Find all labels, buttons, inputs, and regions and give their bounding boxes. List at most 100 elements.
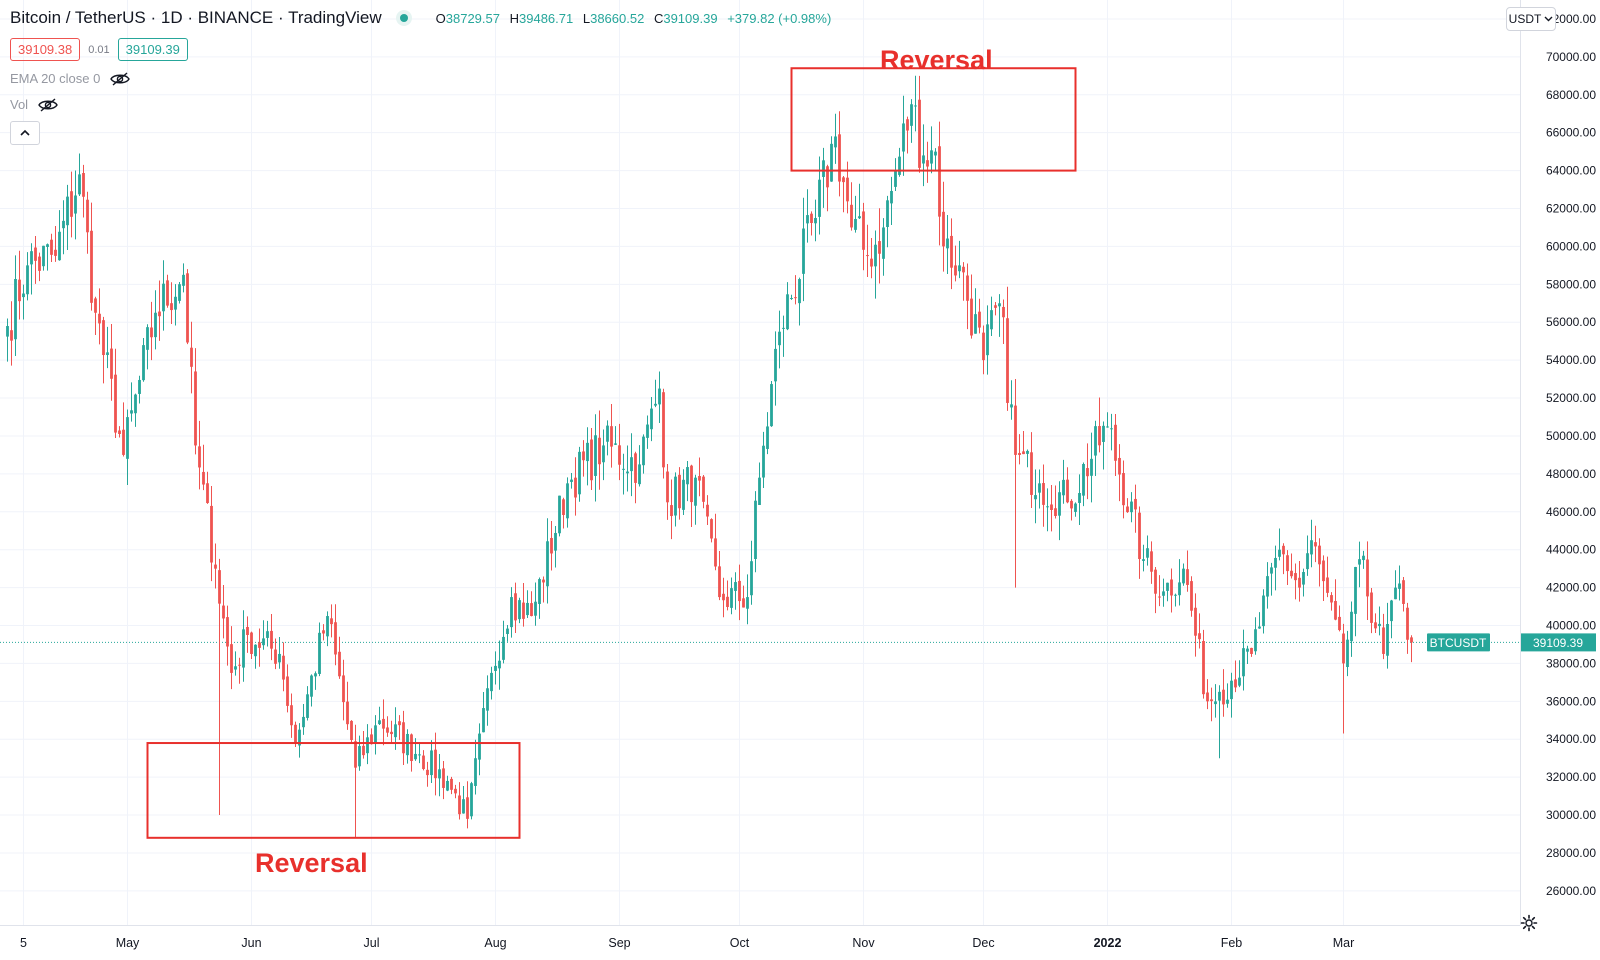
candle [930,126,933,174]
candle [166,274,169,308]
volume-indicator[interactable]: Vol [10,97,58,112]
candle [858,183,861,219]
candle [1282,543,1285,575]
candle [182,263,185,293]
candle-body [150,327,153,338]
candle [478,723,481,776]
candle-body [938,146,941,217]
candle-body [594,435,597,476]
candle [150,301,153,361]
candle [1114,414,1117,476]
candle [158,280,161,341]
candle-body [1302,572,1305,585]
candle [1090,432,1093,503]
high-value: 39486.71 [519,10,574,26]
candle-body [182,274,185,286]
candle-body [1326,577,1329,593]
candle-body [714,538,717,567]
candle-body [922,155,925,164]
candle [682,469,685,516]
candle [170,282,173,324]
candle [1210,687,1213,722]
candle [518,597,521,624]
candle-body [342,675,345,703]
candle-body [610,426,613,447]
candle [1342,623,1345,734]
candle [1250,647,1253,657]
candle [190,321,193,394]
price-chart[interactable]: BTCUSDT [0,0,1520,925]
candle [1394,570,1397,600]
candle-body [502,636,505,660]
candle [810,211,813,236]
candle [98,288,101,345]
candle-body [1186,569,1189,585]
candle-body [1362,555,1365,561]
spread-value: 0.01 [88,43,110,56]
buy-button[interactable]: 39109.39 [117,38,188,61]
candle-body [578,451,581,495]
candle-body [250,632,253,654]
candle [610,404,613,468]
candle [1358,541,1361,588]
candle-body [550,537,553,554]
time-axis[interactable]: 5 May Jun Jul Aug Sep Oct Nov Dec 2022 Feb Mar [0,925,1520,960]
time-tick-label: Jun [241,936,261,950]
candle [26,252,29,301]
candle [1182,563,1185,586]
candle [658,371,661,424]
candle-body [750,561,753,596]
candle [1014,378,1017,588]
chart-settings-button[interactable] [1518,912,1540,934]
collapse-legend-button[interactable] [10,121,40,145]
candle [1046,488,1049,532]
eye-off-icon[interactable] [38,97,58,112]
candle-body [554,532,557,551]
candle-body [1262,595,1265,627]
candle [990,296,993,336]
candle-body [206,483,209,504]
currency-select[interactable]: USDT [1506,7,1556,31]
candle [1390,599,1393,639]
candle [654,379,657,408]
high-key: H [509,10,519,26]
candle [1374,613,1377,633]
candle-body [162,283,165,312]
candle [458,782,461,820]
candle-body [774,348,777,382]
sell-button[interactable]: 39109.38 [10,38,81,61]
candle [1206,679,1209,710]
candle [978,298,981,334]
candle [886,195,889,248]
candle [490,666,493,700]
candle [402,710,405,766]
candle [126,409,129,485]
symbol-title[interactable]: Bitcoin / TetherUS · 1D · BINANCE · Trad… [10,8,382,27]
candle-body [254,644,257,657]
candle [558,495,561,537]
candle-body [346,701,349,725]
eye-off-icon[interactable] [110,71,131,86]
candle [998,294,1001,337]
candle-body [390,731,393,735]
candle-body [1194,607,1197,636]
candle [1054,485,1057,519]
candle-body [598,437,601,465]
time-tick-label: May [116,936,140,950]
candle-body [470,783,473,817]
price-tick-label: 50000.00 [1546,429,1596,443]
candle [130,382,133,422]
candle-body [1166,582,1169,591]
candle [1062,459,1065,504]
candle [1022,430,1025,455]
candle-body [1054,508,1057,516]
candle-body [1338,616,1341,631]
open-value: 38729.57 [445,10,500,26]
candle-body [902,123,905,152]
candle-body [962,266,965,273]
price-axis[interactable]: 26000.00 28000.00 30000.00 32000.00 34000.00… [1520,0,1600,925]
candle-body [318,632,321,674]
candle [846,161,849,214]
candle-body [998,303,1001,307]
ema-indicator[interactable]: EMA 20 close 0 [10,71,131,86]
